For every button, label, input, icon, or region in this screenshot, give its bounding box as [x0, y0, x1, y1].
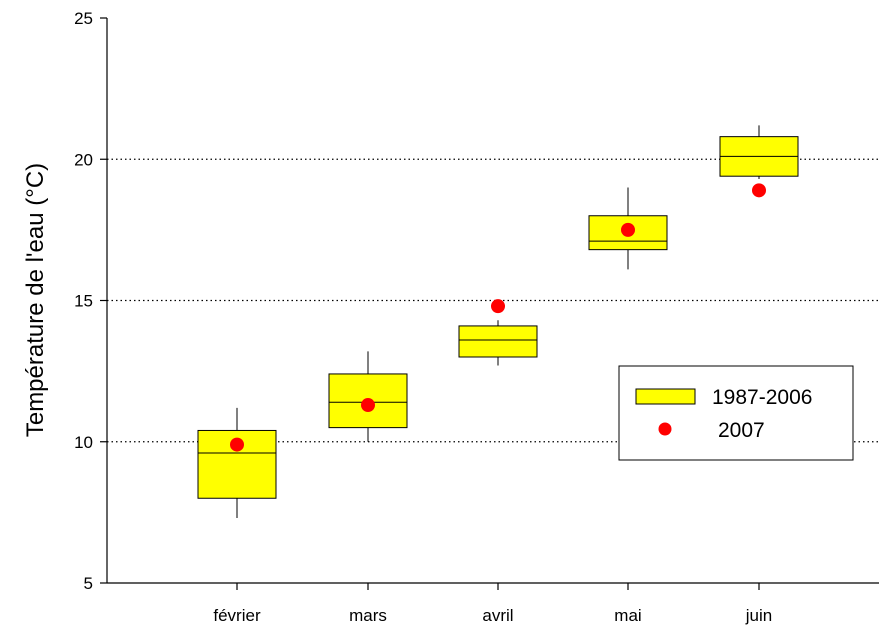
y-axis-title: Température de l'eau (°C) [22, 163, 49, 437]
legend: 1987-2006 2007 [618, 365, 854, 461]
y-tick-label: 15 [74, 292, 93, 311]
y-tick-label: 5 [84, 574, 93, 593]
box-body [458, 325, 538, 358]
legend-label-1987-2006: 1987-2006 [712, 386, 812, 409]
x-tick-label-mars: mars [349, 606, 387, 625]
box-avril [458, 320, 538, 366]
x-ticks: février mars avril mai juin [213, 583, 772, 625]
y-tick-label: 20 [74, 150, 93, 169]
x-tick-label-juin: juin [745, 606, 772, 625]
x-tick-label-avril: avril [482, 606, 513, 625]
x-tick-label-mai: mai [614, 606, 641, 625]
point-mai [621, 222, 635, 237]
box-juin [719, 125, 799, 180]
point-avril [491, 299, 505, 314]
point-février [230, 437, 244, 452]
point-series-2007 [230, 183, 766, 452]
legend-point-swatch [658, 422, 672, 436]
point-mars [361, 398, 375, 413]
y-ticks: 5 10 15 20 25 [74, 9, 107, 593]
y-tick-label: 10 [74, 433, 93, 452]
legend-box-swatch [635, 388, 696, 405]
box-mars [328, 351, 408, 442]
legend-label-2007: 2007 [718, 419, 765, 442]
point-juin [752, 183, 766, 198]
box-février [197, 407, 277, 519]
legend-frame [618, 365, 854, 461]
y-tick-label: 25 [74, 9, 93, 28]
x-tick-label-février: février [213, 606, 261, 625]
